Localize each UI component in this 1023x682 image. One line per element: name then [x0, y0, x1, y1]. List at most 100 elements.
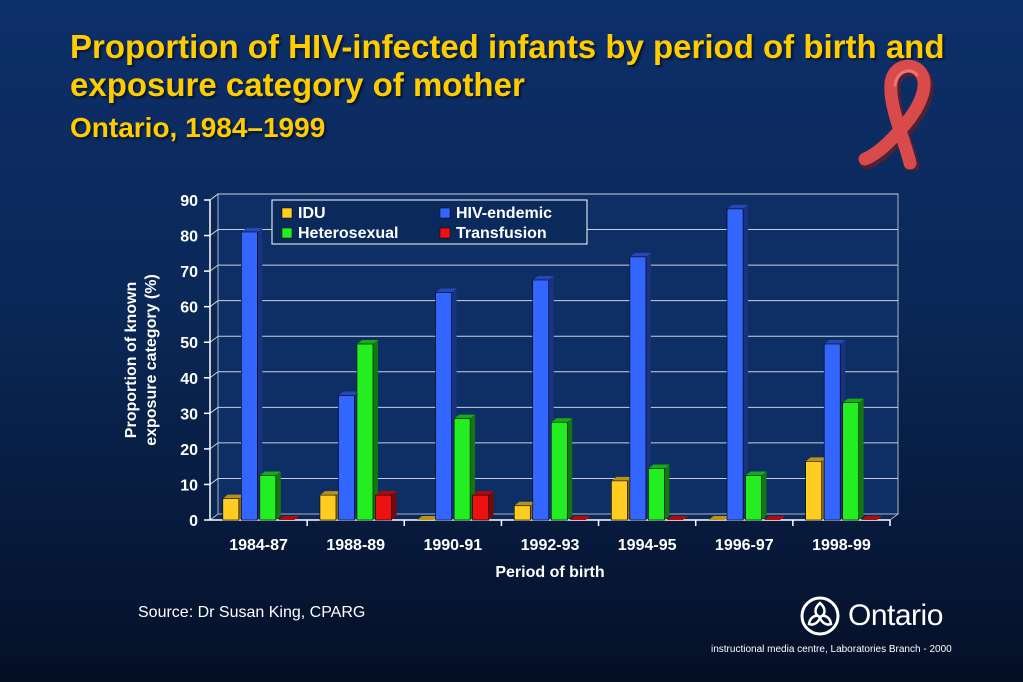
bar-transfusion-1988-89-top [375, 491, 397, 496]
x-tick-label: 1984-87 [229, 537, 288, 554]
y-tick-label: 20 [180, 442, 198, 459]
y-axis-title: Proportion of known exposure category (%) [123, 274, 160, 446]
bar-idu-1998-99 [805, 461, 822, 521]
ontario-trillium-icon [800, 596, 840, 636]
x-tick-label: 1988-89 [326, 537, 385, 554]
x-axis-title: Period of birth [495, 564, 604, 581]
legend-swatch-hiv-endemic [439, 207, 451, 219]
y-tick-label: 10 [180, 477, 198, 494]
bar-hiv-endemic-1984-87-side [257, 228, 263, 520]
bar-idu-1992-93-top [514, 501, 536, 506]
bar-hiv-endemic-1990-91 [435, 292, 452, 521]
bar-heterosexual-1996-97 [745, 475, 762, 521]
bar-heterosexual-1988-89-top [356, 340, 378, 344]
bar-transfusion-1990-91-side [488, 491, 494, 520]
bar-idu-1988-89-top [319, 491, 341, 496]
legend-label-heterosexual: Heterosexual [298, 225, 399, 242]
bar-hiv-endemic-1994-95-top [629, 252, 651, 257]
bar-idu-1994-95 [611, 480, 628, 521]
bar-heterosexual-1998-99-side [858, 398, 864, 520]
plot-side-wall [209, 193, 219, 521]
bar-transfusion-1994-95-top [666, 516, 688, 520]
bar-heterosexual-1984-87-side [275, 471, 281, 520]
bar-heterosexual-1998-99-top [842, 398, 864, 403]
bar-heterosexual-1984-87-top [259, 471, 281, 476]
bar-hiv-endemic-1996-97 [726, 208, 744, 521]
ontario-logo: Ontario [800, 596, 943, 636]
bar-transfusion-1990-91 [472, 494, 489, 521]
bar-heterosexual-1990-91 [453, 418, 471, 521]
ontario-wordmark: Ontario [848, 599, 943, 632]
bar-hiv-endemic-1984-87 [241, 231, 258, 521]
bar-hiv-endemic-1994-95-side [645, 252, 651, 520]
bar-hiv-endemic-1988-89-top [338, 391, 360, 396]
bar-hiv-endemic-1992-93-top [532, 276, 554, 280]
bar-heterosexual-1992-93-top [551, 418, 573, 423]
x-tick-label: 1994-95 [618, 537, 677, 554]
legend-swatch-transfusion [439, 227, 451, 239]
bar-heterosexual-1988-89-side [372, 340, 378, 520]
x-tick-label: 1996-97 [715, 537, 774, 554]
bar-hiv-endemic-1984-87-top [241, 228, 263, 232]
source-text: Source: Dr Susan King, CPARG [138, 604, 366, 621]
bar-idu-1990-91-top [417, 516, 439, 520]
footer-credit: instructional media centre, Laboratories… [711, 644, 952, 655]
y-tick-label: 60 [180, 300, 198, 317]
bar-transfusion-1996-97-top [764, 516, 786, 520]
y-tick-label: 0 [189, 513, 198, 530]
bar-idu-1998-99-top [805, 457, 827, 462]
bar-idu-1984-87 [222, 498, 240, 521]
legend-label-hiv-endemic: HIV-endemic [456, 205, 552, 222]
gridline-depth [209, 371, 219, 379]
bar-transfusion-1988-89 [375, 494, 392, 521]
gridline-depth [209, 335, 219, 343]
bar-heterosexual-1998-99 [842, 402, 859, 521]
y-axis-title-line: Proportion of known [123, 282, 140, 438]
chart-title: Proportion of HIV-infected infants by pe… [70, 28, 945, 103]
bar-idu-1996-97-top [708, 516, 730, 520]
gridline-depth [209, 442, 219, 450]
y-tick-label: 90 [180, 193, 198, 210]
chart-subtitle: Ontario, 1984–1999 [70, 112, 326, 143]
bar-idu-1984-87-top [222, 494, 244, 499]
y-tick-label: 70 [180, 264, 198, 281]
bar-idu-1992-93 [513, 505, 531, 521]
bar-hiv-endemic-1988-89 [338, 395, 355, 521]
gridline-depth [209, 478, 219, 485]
bar-heterosexual-1994-95 [648, 468, 665, 521]
bar-hiv-endemic-1994-95 [629, 256, 647, 521]
bar-hiv-endemic-1996-97-top [727, 204, 749, 209]
bar-idu-1988-89 [319, 494, 337, 521]
bar-heterosexual-1996-97-top [745, 471, 767, 476]
bar-heterosexual-1996-97-side [761, 471, 767, 520]
gridline-depth [209, 406, 219, 414]
bar-transfusion-1992-93-top [569, 516, 591, 520]
legend-swatch-heterosexual [281, 227, 293, 239]
bar-heterosexual-1992-93-side [567, 418, 573, 520]
legend-swatch-idu [281, 207, 293, 219]
bar-transfusion-1990-91-top [472, 491, 494, 496]
legend-box [271, 199, 588, 245]
x-tick-label: 1990-91 [423, 537, 482, 554]
gridline-depth [209, 229, 219, 236]
bar-heterosexual-1994-95-top [648, 464, 670, 469]
bar-transfusion-1988-89-side [391, 491, 397, 520]
gridline-depth [209, 300, 219, 308]
y-tick-label: 80 [180, 229, 198, 246]
y-tick-label: 50 [180, 335, 198, 352]
bar-heterosexual-1990-91-side [470, 414, 476, 520]
bar-hiv-endemic-1998-99-top [824, 340, 846, 344]
y-tick-label: 40 [180, 371, 198, 388]
y-axis-title-line: exposure category (%) [143, 274, 160, 446]
y-tick-label: 30 [180, 406, 198, 423]
bar-hiv-endemic-1996-97-side [743, 204, 749, 520]
gridline-depth [209, 193, 219, 201]
legend-label-transfusion: Transfusion [456, 225, 547, 242]
x-tick-label: 1992-93 [521, 537, 580, 554]
bar-transfusion-1998-99-top [861, 516, 883, 520]
bar-heterosexual-1990-91-top [454, 414, 476, 419]
gridline-depth [209, 264, 219, 272]
bar-heterosexual-1984-87 [259, 475, 277, 521]
bar-hiv-endemic-1998-99 [823, 343, 841, 521]
